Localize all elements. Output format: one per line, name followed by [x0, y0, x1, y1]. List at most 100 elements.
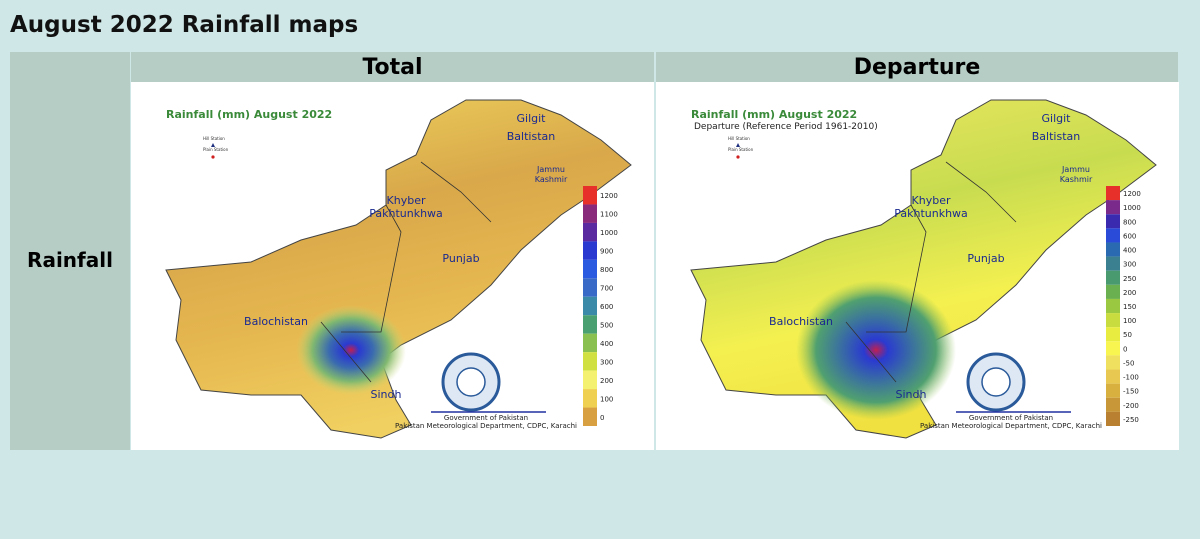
region-label: Baltistan	[507, 130, 555, 143]
legend-swatch	[583, 259, 597, 279]
region-label: Pakhtunkhwa	[894, 207, 968, 220]
station-symbol	[211, 155, 215, 159]
legend-tick-label: 1000	[600, 229, 618, 237]
country-shape	[165, 99, 632, 439]
legend-tick-label: 100	[1123, 317, 1136, 325]
region-label: Kashmir	[1060, 175, 1093, 184]
legend-swatch	[1106, 270, 1120, 285]
slide-title: August 2022 Rainfall maps	[10, 12, 359, 38]
station-label: Plain Station	[728, 147, 754, 152]
region-label: Khyber	[387, 194, 426, 207]
region-label: Gilgit	[1042, 112, 1072, 125]
legend-tick-label: 600	[1123, 232, 1136, 240]
legend-swatch	[1106, 186, 1120, 201]
legend-tick-label: -200	[1123, 402, 1139, 410]
legend-swatch	[1106, 369, 1120, 384]
station-symbol	[211, 143, 215, 147]
emblem-inner	[981, 367, 1011, 397]
legend-tick-label: 800	[1123, 218, 1136, 226]
region-label: Baltistan	[1032, 130, 1080, 143]
legend-swatch	[1106, 256, 1120, 271]
region-label: Pakhtunkhwa	[369, 207, 443, 220]
legend-tick-label: -250	[1123, 416, 1139, 424]
legend-swatch	[1106, 383, 1120, 398]
province-border	[845, 161, 1017, 383]
legend-swatch	[583, 278, 597, 297]
legend-swatch	[1106, 214, 1120, 229]
map-caption: Rainfall (mm) August 2022	[691, 108, 857, 121]
legend-swatch	[583, 186, 597, 205]
legend-swatch	[583, 333, 597, 353]
region-label: Punjab	[967, 252, 1004, 265]
legend-tick-label: 400	[600, 340, 613, 348]
legend-swatch	[583, 296, 597, 316]
legend-tick-label: 200	[1123, 289, 1136, 297]
legend-tick-label: 0	[1123, 345, 1127, 353]
footer-text: Pakistan Meteorological Department, CDPC…	[920, 422, 1102, 430]
legend-tick-label: 50	[1123, 331, 1132, 339]
row-header: Rainfall	[10, 52, 130, 450]
map: Rainfall (mm) August 2022 Hill Station Pla…	[131, 82, 654, 450]
legend-swatch	[583, 241, 597, 260]
legend-swatch	[1106, 411, 1120, 426]
legend-tick-label: 600	[600, 303, 613, 311]
legend-swatch	[583, 407, 597, 426]
legend-tick-label: 100	[600, 395, 613, 403]
region-label: Jammu	[1061, 165, 1090, 174]
station-symbol	[736, 143, 740, 147]
footer-text: Government of Pakistan	[969, 414, 1053, 422]
legend-swatch	[1106, 355, 1120, 370]
legend-swatch	[1106, 228, 1120, 243]
station-label: Plain Station	[203, 147, 229, 152]
legend-tick-label: 1000	[1123, 204, 1141, 212]
region-label: Sindh	[371, 388, 402, 401]
legend-tick-label: 1200	[1123, 190, 1141, 198]
legend-swatch	[1106, 298, 1120, 314]
legend-tick-label: 400	[1123, 247, 1136, 255]
legend-tick-label: 150	[1123, 303, 1136, 311]
rain-zone	[796, 280, 956, 420]
province-border	[320, 161, 492, 383]
legend-tick-label: 500	[600, 321, 613, 329]
legend-swatch	[1106, 341, 1120, 356]
legend-swatch	[583, 370, 597, 390]
footer-text: Pakistan Meteorological Department, CDPC…	[395, 422, 577, 430]
region-label: Sindh	[896, 388, 927, 401]
region-label: Gilgit	[517, 112, 547, 125]
legend-tick-label: -100	[1123, 374, 1139, 382]
station-symbol	[736, 155, 740, 159]
legend-swatch	[583, 204, 597, 223]
legend-tick-label: 250	[1123, 275, 1136, 283]
region-label: Jammu	[536, 165, 565, 174]
region-label: Khyber	[912, 194, 951, 207]
legend-swatch	[1106, 200, 1120, 215]
legend-tick-label: 200	[600, 377, 613, 385]
legend-swatch	[583, 222, 597, 242]
station-label: Hill Station	[203, 136, 225, 141]
region-label: Punjab	[442, 252, 479, 265]
legend-tick-label: 300	[1123, 261, 1136, 269]
legend-tick-label: 300	[600, 358, 613, 366]
legend-swatch	[1106, 284, 1120, 299]
legend-tick-label: 0	[600, 414, 604, 422]
legend-swatch	[583, 352, 597, 371]
legend-tick-label: 1100	[600, 211, 618, 219]
legend-tick-label: -150	[1123, 388, 1139, 396]
region-label: Balochistan	[769, 315, 833, 328]
column-header: Departure	[656, 52, 1178, 82]
legend-tick-label: 700	[600, 285, 613, 293]
emblem-inner	[456, 367, 486, 397]
row-label: Rainfall	[27, 248, 113, 272]
legend-swatch	[1106, 242, 1120, 257]
region-label: Kashmir	[535, 175, 568, 184]
legend-swatch	[1106, 397, 1120, 412]
legend-tick-label: 800	[600, 266, 613, 274]
legend-swatch	[1106, 327, 1120, 342]
column-header: Total	[131, 52, 654, 82]
region-label: Balochistan	[244, 315, 308, 328]
legend-swatch	[1106, 313, 1120, 328]
legend-tick-label: -50	[1123, 359, 1134, 367]
legend-swatch	[583, 315, 597, 334]
